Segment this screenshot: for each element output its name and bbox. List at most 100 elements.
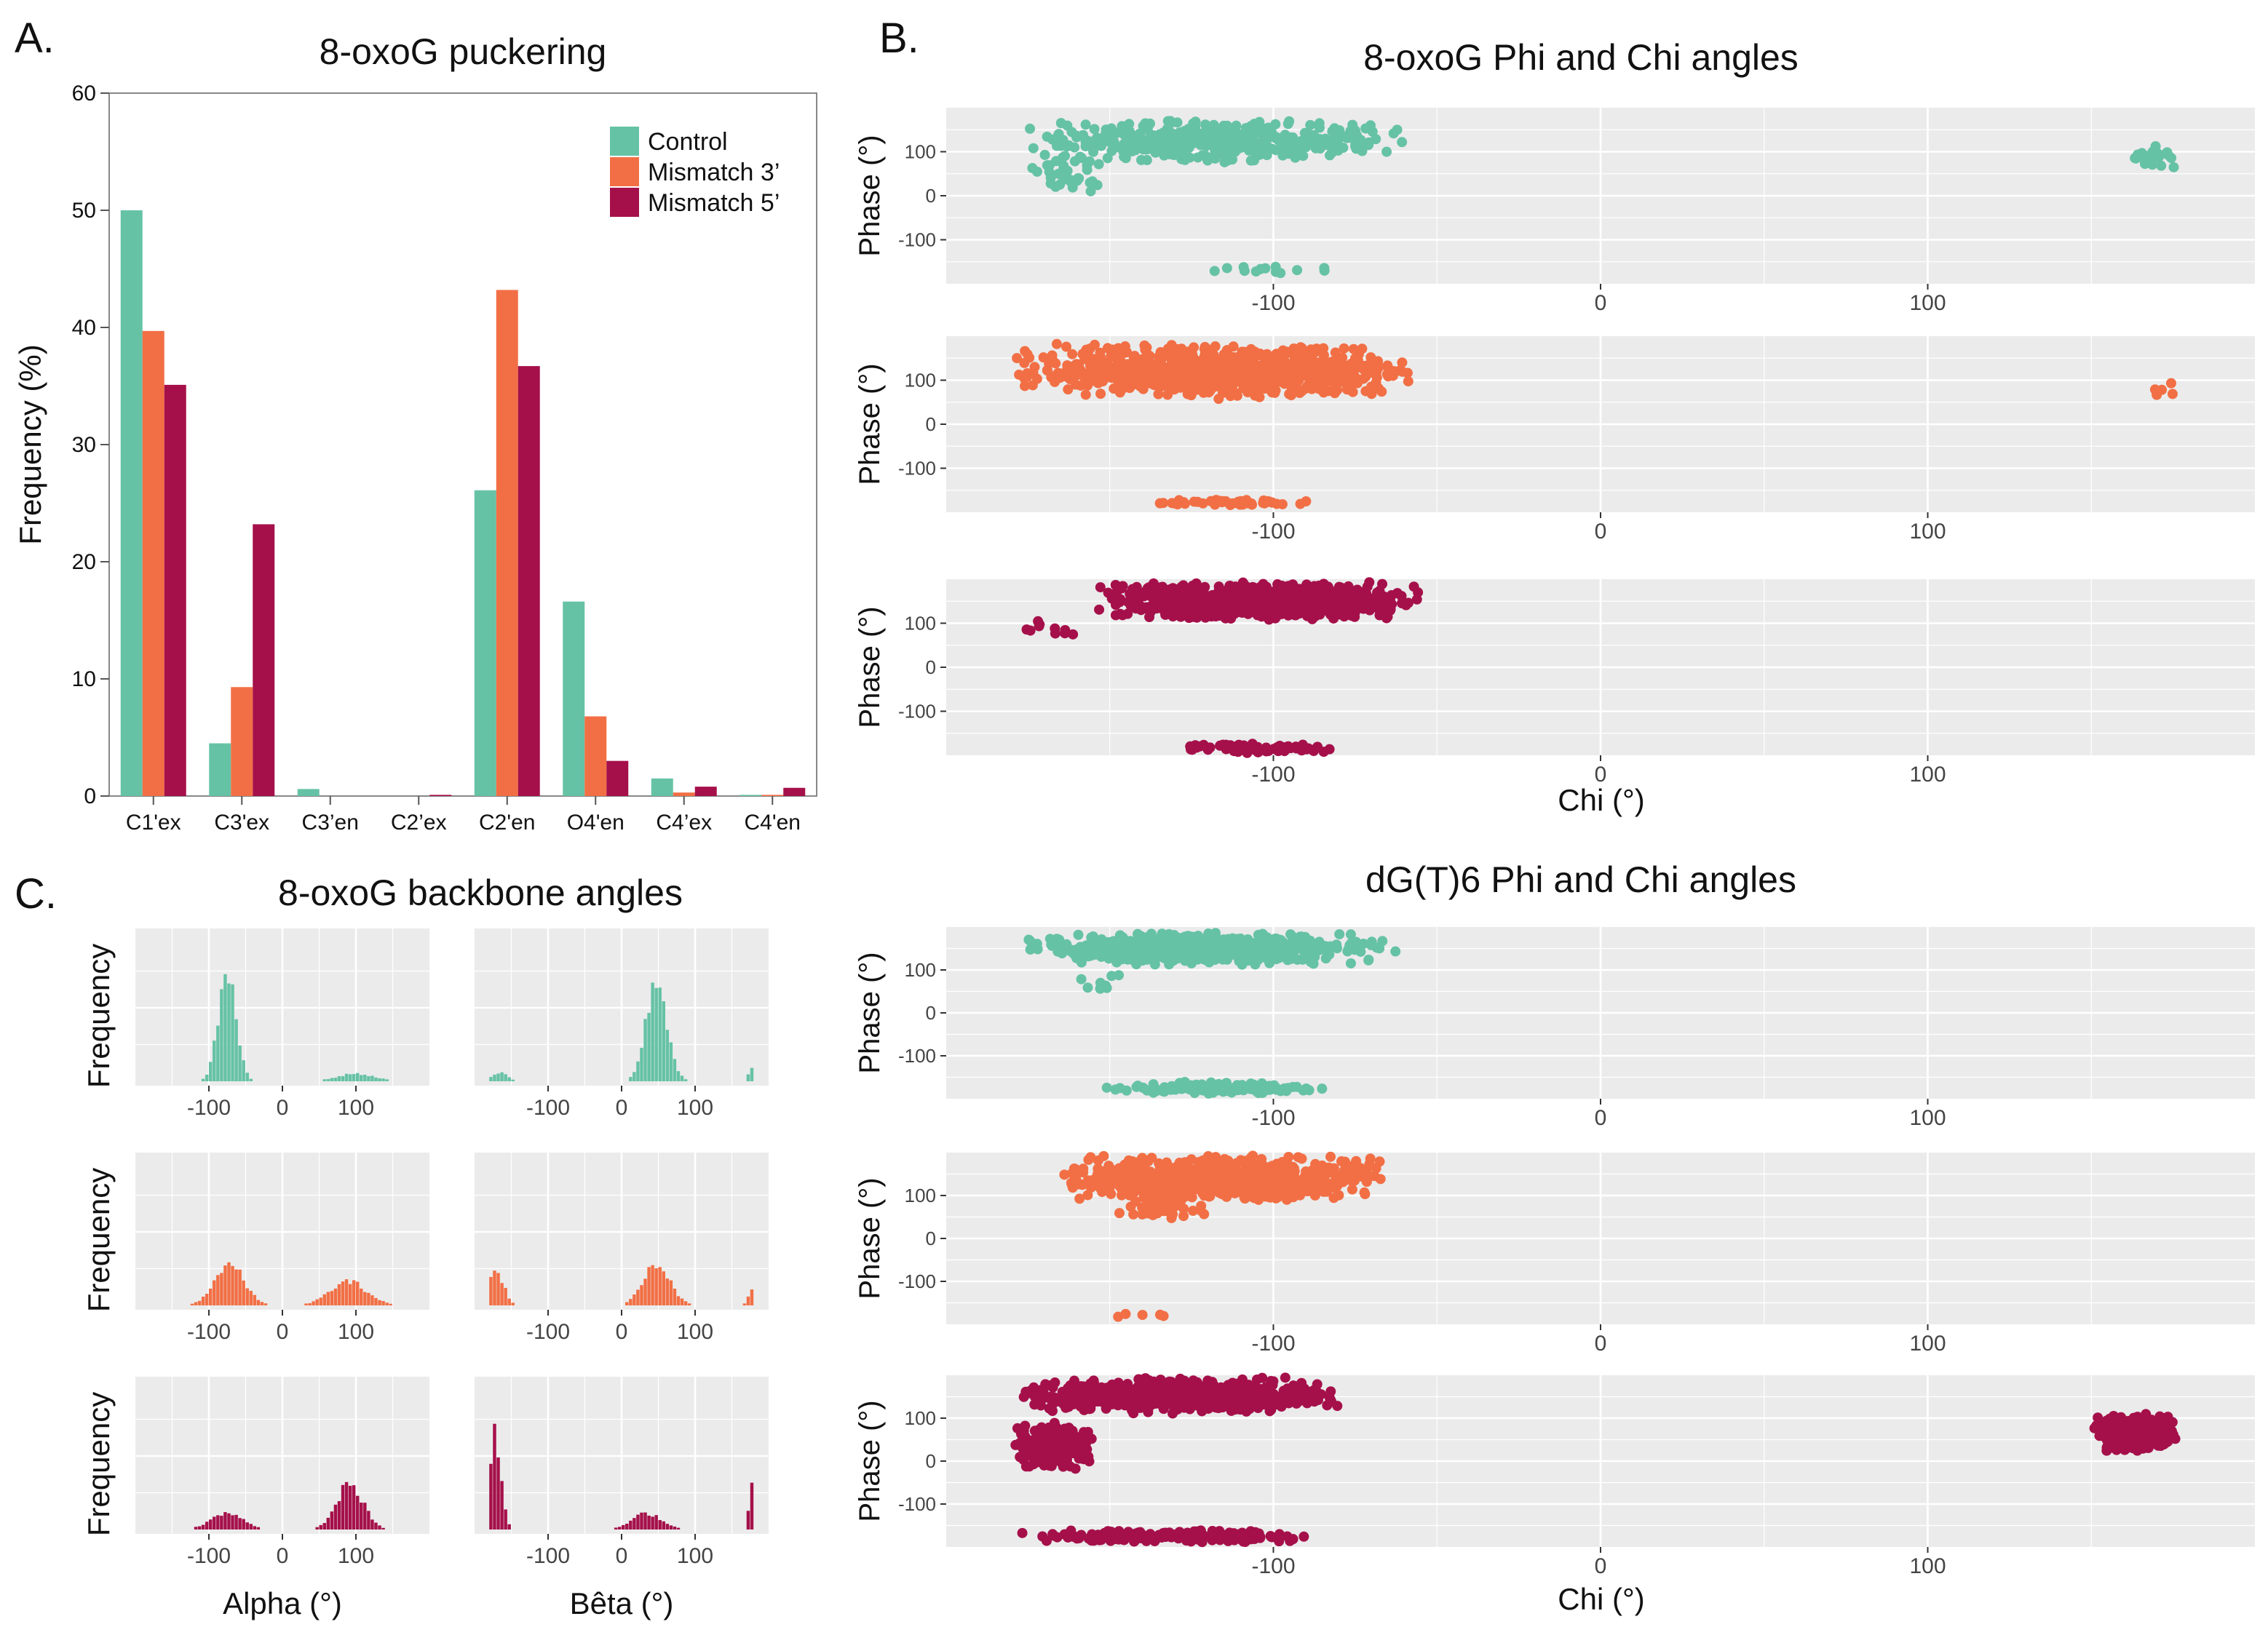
scatter-point [1114, 1208, 1125, 1219]
legend-swatch [610, 127, 639, 156]
scatter-point [1295, 147, 1306, 158]
scatter-point [1149, 1083, 1160, 1094]
scatter-point [1274, 135, 1285, 146]
scatter-point [1237, 959, 1248, 970]
scatter-point [1166, 340, 1177, 351]
scatter-point [1248, 354, 1259, 365]
scatter-point [1253, 118, 1264, 129]
scatter-point [1330, 347, 1341, 358]
scatter-point [1080, 389, 1091, 400]
scatter-point [1165, 587, 1176, 598]
y-tick-label: 100 [905, 370, 936, 391]
scatter-point [1257, 928, 1268, 939]
scatter-point [1025, 625, 1036, 636]
scatter-point [1135, 154, 1146, 165]
scatter-point [1244, 385, 1255, 396]
scatter-point [1206, 1395, 1217, 1406]
scatter-point [1381, 146, 1392, 157]
scatter-point [1291, 370, 1302, 381]
scatter-point [1122, 347, 1133, 358]
scatter-point [1090, 947, 1101, 958]
scatter-point [2168, 162, 2179, 172]
scatter-point [1103, 587, 1114, 598]
scatter-point [1119, 1391, 1130, 1401]
scatter-point [1264, 1163, 1274, 1174]
scatter-point [1217, 605, 1228, 616]
scatter-point [1042, 365, 1052, 375]
scatter-point [1065, 1461, 1076, 1472]
scatter-point [1056, 1394, 1067, 1405]
scatter-point [1189, 496, 1200, 507]
scatter-point [1179, 137, 1190, 148]
y-axis-label: Phase (°) [854, 1177, 886, 1299]
scatter-point [1151, 146, 1162, 157]
scatter-point [1339, 600, 1349, 610]
scatter-point [1285, 929, 1296, 940]
y-tick-label: -100 [898, 1493, 936, 1515]
scatter-point [1340, 378, 1351, 389]
scatter-point [1110, 1084, 1121, 1095]
scatter-point [1185, 363, 1196, 374]
x-tick-label: -100 [1251, 291, 1295, 315]
scatter-point [1166, 1213, 1177, 1224]
scatter-point [1211, 129, 1222, 140]
scatter-point [1341, 132, 1352, 143]
scatter-point [1184, 152, 1195, 163]
scatter-point [1312, 1387, 1323, 1398]
scatter-point [1381, 596, 1392, 607]
scatter-point [1121, 1085, 1132, 1096]
scatter-point [1159, 1082, 1170, 1093]
y-tick-label: 0 [926, 1228, 936, 1249]
scatter-point [1318, 597, 1329, 608]
x-tick-label: O4'en [567, 811, 625, 835]
scatter-point [1240, 597, 1251, 608]
scatter-point [1402, 367, 1413, 378]
scatter-point [1195, 598, 1206, 609]
scatter-point [1260, 263, 1271, 274]
scatter-point [1355, 362, 1366, 373]
scatter-point [1213, 394, 1224, 405]
scatter-point [1044, 160, 1055, 171]
scatter-point [1306, 351, 1317, 362]
bar [474, 490, 496, 796]
scatter-point [1110, 610, 1121, 621]
scatter-point [1223, 1169, 1234, 1180]
scatter-point [1188, 118, 1199, 129]
scatter-point [1120, 123, 1131, 134]
scatter-point [1302, 608, 1313, 619]
scatter-point [1283, 1385, 1294, 1396]
scatter-point [1092, 1169, 1103, 1180]
scatter-point [1172, 499, 1183, 510]
scatter-point [1022, 349, 1033, 360]
scatter-point [1288, 343, 1299, 354]
scatter-point [1095, 582, 1106, 593]
scatter-point [1225, 581, 1236, 592]
scatter-point [1218, 1389, 1229, 1400]
scatter-point [1098, 1150, 1109, 1161]
scatter-point [1261, 746, 1272, 757]
points [1021, 577, 1424, 758]
bar [518, 366, 540, 796]
scatter-point [1119, 376, 1130, 387]
scatter-point [1319, 386, 1330, 397]
scatter-point [1117, 1184, 1127, 1195]
y-tick-label: 20 [72, 550, 96, 574]
bar [584, 716, 607, 796]
y-axis-label: Phase (°) [854, 135, 886, 256]
y-tick-label: -100 [898, 1270, 936, 1292]
scatter-point [1200, 341, 1210, 352]
scatter-point [1089, 124, 1100, 135]
scatter-point [1184, 1084, 1195, 1095]
scatter-point [1266, 497, 1277, 508]
scatter-point [1325, 138, 1336, 149]
scatter-point [2140, 151, 2151, 162]
scatter-point [1205, 496, 1216, 506]
scatter-point [1018, 1391, 1029, 1402]
scatter-point [1210, 955, 1221, 966]
scatter-point [1111, 1392, 1122, 1403]
scatter-point [1113, 349, 1124, 360]
scatter-point [1173, 1391, 1183, 1401]
scatter-point [1128, 1408, 1139, 1419]
